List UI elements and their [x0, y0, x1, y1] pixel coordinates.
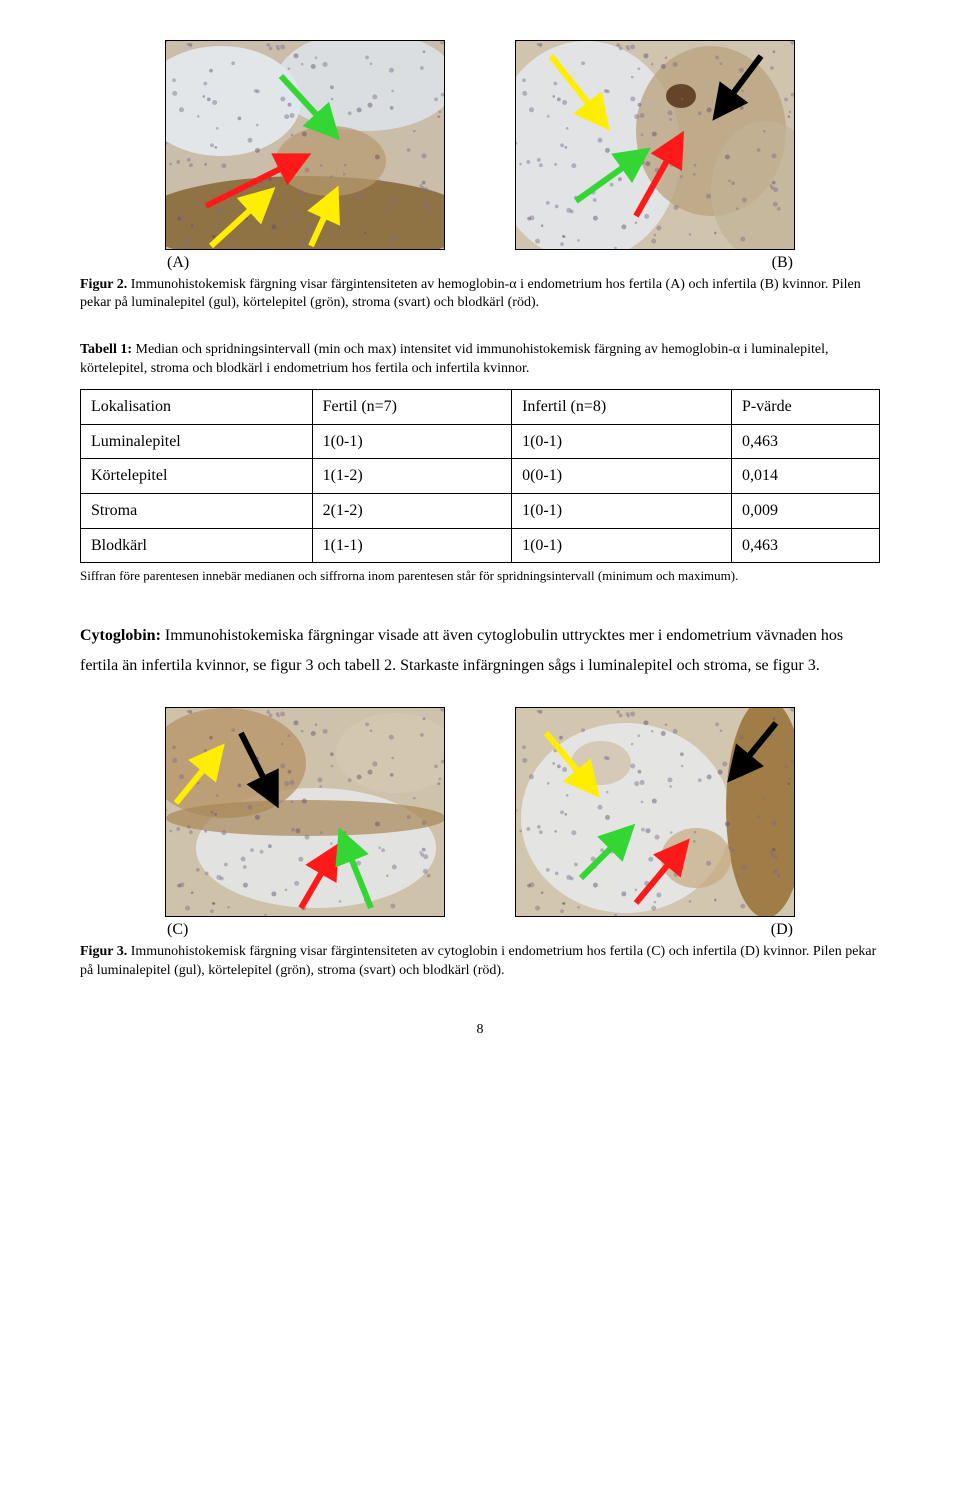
figure3-letter-c: (C) — [167, 921, 188, 938]
table1-col-1: Fertil (n=7) — [312, 390, 511, 425]
table1-col-2: Infertil (n=8) — [512, 390, 732, 425]
figure3-caption-body: Immunohistokemisk färgning visar färgint… — [80, 944, 876, 978]
table-cell: Luminalepitel — [81, 424, 313, 459]
table1-note: Siffran före parentesen innebär medianen… — [80, 567, 880, 585]
table-cell: 2(1-2) — [312, 493, 511, 528]
cytoglobin-text: Immunohistokemiska färgningar visade att… — [80, 627, 843, 674]
table-row: Körtelepitel1(1-2)0(0-1)0,014 — [81, 459, 880, 494]
table-cell: 0,463 — [731, 424, 879, 459]
figure2-panel-a — [165, 40, 445, 250]
figure2-letter-b: (B) — [772, 254, 793, 271]
figure2-letter-row: (A) (B) — [80, 252, 880, 274]
figure2-caption: Figur 2. Immunohistokemisk färgning visa… — [80, 276, 880, 314]
table-cell: 1(0-1) — [512, 493, 732, 528]
table-row: Luminalepitel 1(0-1)1(0-1)0,463 — [81, 424, 880, 459]
table-cell: 0(0-1) — [512, 459, 732, 494]
table-cell: 0,014 — [731, 459, 879, 494]
table-cell: 1(0-1) — [312, 424, 511, 459]
table-cell: Stroma — [81, 493, 313, 528]
figure3-panel-d — [515, 707, 795, 917]
table1-col-3: P-värde — [731, 390, 879, 425]
table1-caption-lead: Tabell 1: — [80, 342, 132, 357]
table-cell: 1(1-2) — [312, 459, 511, 494]
figure3-caption-lead: Figur 3. — [80, 944, 127, 959]
figure3-letter-d: (D) — [771, 921, 793, 938]
table1-caption-body: Median och spridningsintervall (min och … — [80, 342, 828, 376]
figure3-caption: Figur 3. Immunohistokemisk färgning visa… — [80, 943, 880, 981]
figure2-image-row — [80, 40, 880, 250]
table1-caption: Tabell 1: Median och spridningsintervall… — [80, 341, 880, 379]
page-number: 8 — [80, 1021, 880, 1040]
table-cell: Körtelepitel — [81, 459, 313, 494]
figure2-caption-lead: Figur 2. — [80, 277, 127, 292]
table-cell: Blodkärl — [81, 528, 313, 563]
table-cell: 1(0-1) — [512, 528, 732, 563]
table1-header-row: Lokalisation Fertil (n=7) Infertil (n=8)… — [81, 390, 880, 425]
table-row: Stroma2(1-2)1(0-1)0,009 — [81, 493, 880, 528]
figure3-panel-c — [165, 707, 445, 917]
table1-body: Luminalepitel 1(0-1)1(0-1)0,463Körtelepi… — [81, 424, 880, 562]
table-cell: 0,463 — [731, 528, 879, 563]
figure3-letter-row: (C) (D) — [80, 919, 880, 941]
figure2-caption-body: Immunohistokemisk färgning visar färgint… — [80, 277, 861, 311]
table-cell: 0,009 — [731, 493, 879, 528]
figure3-image-row — [80, 707, 880, 917]
table1: Lokalisation Fertil (n=7) Infertil (n=8)… — [80, 389, 880, 563]
cytoglobin-paragraph: Cytoglobin: Immunohistokemiska färgninga… — [80, 621, 880, 682]
table-cell: 1(0-1) — [512, 424, 732, 459]
table-row: Blodkärl1(1-1)1(0-1)0,463 — [81, 528, 880, 563]
table1-col-0: Lokalisation — [81, 390, 313, 425]
cytoglobin-runin: Cytoglobin: — [80, 627, 161, 644]
figure2-letter-a: (A) — [167, 254, 189, 271]
figure2-panel-b — [515, 40, 795, 250]
table-cell: 1(1-1) — [312, 528, 511, 563]
